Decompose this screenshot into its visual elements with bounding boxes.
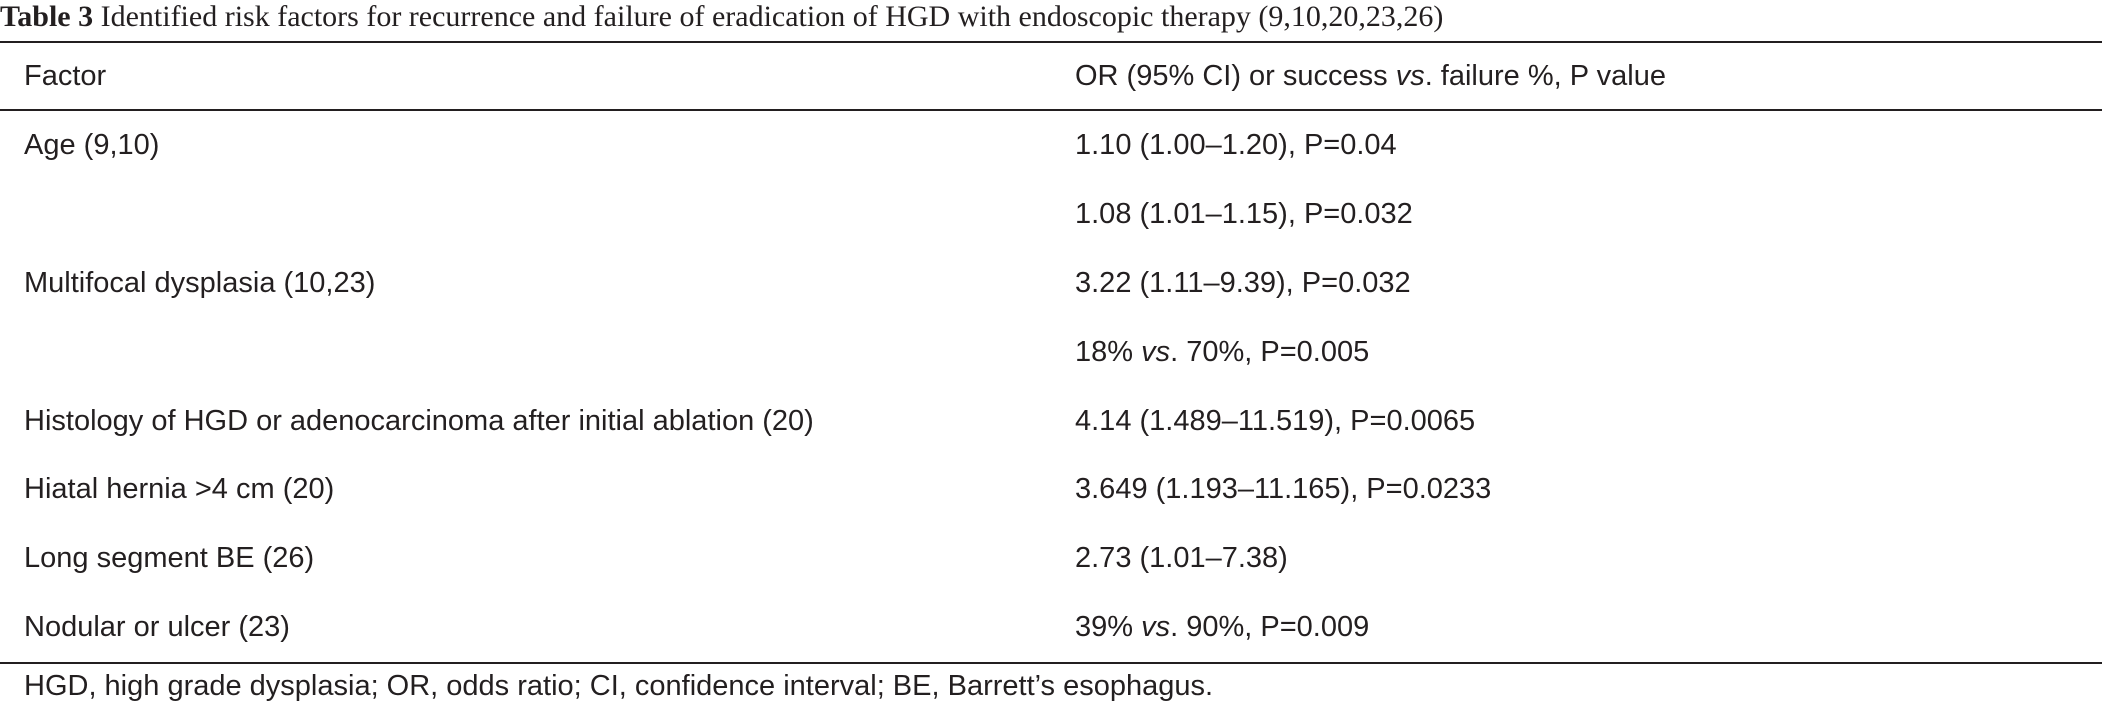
value-pre: 39%	[1075, 611, 1142, 644]
table-caption: Table 3 Identified risk factors for recu…	[0, 0, 2102, 38]
value-post: . 90%, P=0.009	[1170, 611, 1370, 644]
value-pre: 18%	[1075, 335, 1142, 368]
factor-cell: Histology of HGD or adenocarcinoma after…	[24, 404, 814, 437]
header-rule	[0, 109, 2102, 111]
value-cell: 1.08 (1.01–1.15), P=0.032	[1075, 197, 1413, 230]
factor-cell: Long segment BE (26)	[24, 542, 315, 575]
value-cell: 1.10 (1.00–1.20), P=0.04	[1075, 129, 1397, 161]
factor-cell: Multifocal dysplasia (10,23)	[24, 266, 376, 299]
table-title: Identified risk factors for recurrence a…	[93, 0, 1444, 33]
table-header: Factor OR (95% CI) or success vs. failur…	[0, 43, 2102, 109]
header-factor: Factor	[24, 60, 107, 92]
value-cell: 3.649 (1.193–11.165), P=0.0233	[1075, 473, 1492, 506]
value-cell: 3.22 (1.11–9.39), P=0.032	[1075, 266, 1411, 299]
header-value-pre: OR (95% CI) or success	[1075, 60, 1396, 92]
factor-cell: Hiatal hernia >4 cm (20)	[24, 473, 335, 506]
table-row: Histology of HGD or adenocarcinoma after…	[0, 387, 2102, 456]
table-row: 18% vs. 70%, P=0.005	[0, 318, 2102, 387]
value-vs: vs	[1141, 611, 1171, 644]
table-row: Age (9,10) 1.10 (1.00–1.20), P=0.04	[0, 111, 2102, 180]
table-footnote: HGD, high grade dysplasia; OR, odds rati…	[24, 670, 1214, 702]
table-row: Multifocal dysplasia (10,23) 3.22 (1.11–…	[0, 249, 2102, 318]
top-rule	[0, 41, 2102, 43]
header-value-post: . failure %, P value	[1424, 60, 1666, 92]
value-cell: 4.14 (1.489–11.519), P=0.0065	[1075, 404, 1476, 437]
bottom-rule	[0, 662, 2102, 664]
value-post: . 70%, P=0.005	[1170, 335, 1370, 368]
value-cell: 39% vs. 90%, P=0.009	[1075, 593, 1369, 662]
table-row: Hiatal hernia >4 cm (20) 3.649 (1.193–11…	[0, 455, 2102, 524]
factor-cell: Nodular or ulcer (23)	[24, 611, 290, 644]
value-cell: 18% vs. 70%, P=0.005	[1075, 318, 1369, 387]
table-label: Table 3	[0, 0, 94, 33]
table-body: Age (9,10) 1.10 (1.00–1.20), P=0.04 1.08…	[0, 111, 2102, 662]
header-value: OR (95% CI) or success vs. failure %, P …	[1075, 43, 1666, 109]
factor-cell: Age (9,10)	[24, 129, 160, 161]
table-row: Long segment BE (26) 2.73 (1.01–7.38)	[0, 524, 2102, 593]
value-vs: vs	[1141, 335, 1171, 368]
table-row: Nodular or ulcer (23) 39% vs. 90%, P=0.0…	[0, 593, 2102, 662]
header-value-vs: vs	[1395, 60, 1425, 92]
value-cell: 2.73 (1.01–7.38)	[1075, 542, 1288, 575]
table-row: 1.08 (1.01–1.15), P=0.032	[0, 180, 2102, 249]
